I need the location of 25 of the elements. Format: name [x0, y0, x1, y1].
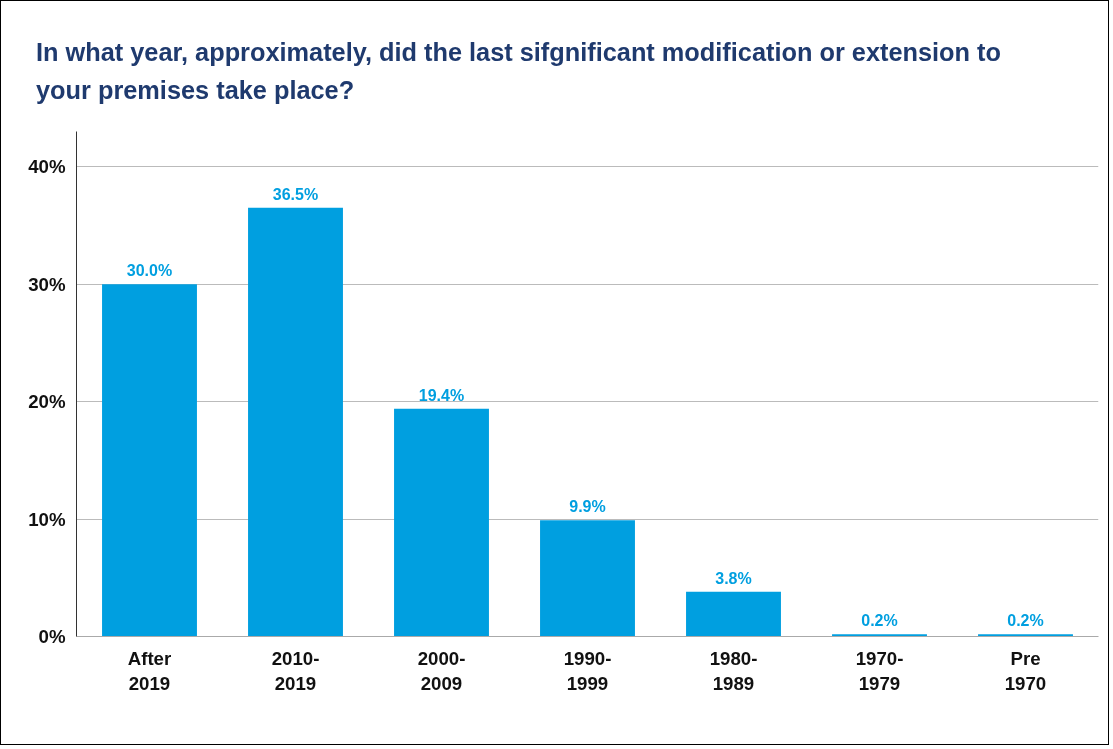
- data-label: 3.8%: [715, 569, 752, 587]
- x-tick-label: 2000- 2009: [417, 647, 466, 694]
- y-tick-label: 10%: [28, 508, 66, 530]
- y-tick-label: 40%: [28, 156, 66, 178]
- data-label: 36.5%: [272, 185, 319, 203]
- bar: [248, 207, 343, 637]
- data-label: 9.9%: [569, 498, 606, 516]
- bar: [686, 591, 781, 637]
- x-tick-label: 1980- 1989: [709, 647, 758, 694]
- data-label: 30.0%: [126, 262, 173, 280]
- bar: [540, 520, 635, 637]
- x-tick-label: After 2019: [127, 647, 172, 694]
- x-tick-label: 2010- 2019: [271, 647, 320, 694]
- y-tick-label: 0%: [38, 626, 66, 647]
- data-label: 0.2%: [861, 612, 898, 630]
- bar: [394, 408, 489, 637]
- x-tick-label: Pre 1970: [1004, 647, 1047, 694]
- x-tick-label: 1970- 1979: [855, 647, 904, 694]
- chart-title: In what year, approximately, did the last sifgnificant modification or extension to your premises take place?: [36, 37, 1002, 106]
- y-tick-label: 20%: [28, 391, 66, 413]
- data-label: 0.2%: [1007, 612, 1044, 630]
- bar: [102, 284, 197, 637]
- data-label: 19.4%: [418, 386, 465, 404]
- x-tick-label: 1990- 1999: [563, 647, 612, 694]
- y-tick-label: 30%: [28, 273, 66, 295]
